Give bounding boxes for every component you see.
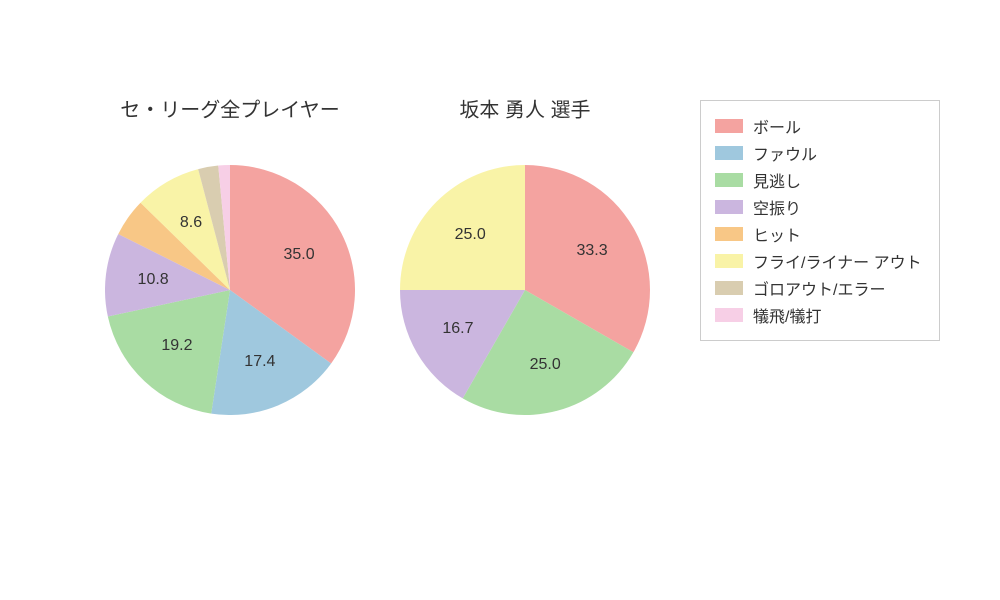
legend: ボールファウル見逃し空振りヒットフライ/ライナー アウトゴロアウト/エラー犠飛/… — [700, 100, 940, 341]
legend-label: ファウル — [753, 141, 817, 165]
legend-label: フライ/ライナー アウト — [753, 249, 922, 273]
pie-slice — [400, 165, 525, 290]
legend-item: ヒット — [715, 222, 925, 246]
legend-item: 見逃し — [715, 168, 925, 192]
legend-swatch — [715, 281, 743, 295]
legend-swatch — [715, 308, 743, 322]
legend-label: ボール — [753, 114, 801, 138]
legend-item: ファウル — [715, 141, 925, 165]
legend-item: フライ/ライナー アウト — [715, 249, 925, 273]
legend-label: ヒット — [753, 222, 801, 246]
legend-swatch — [715, 227, 743, 241]
pie-chart — [400, 165, 650, 415]
legend-item: ゴロアウト/エラー — [715, 276, 925, 300]
legend-item: ボール — [715, 114, 925, 138]
legend-item: 空振り — [715, 195, 925, 219]
legend-swatch — [715, 146, 743, 160]
chart-stage: セ・リーグ全プレイヤー35.017.419.210.88.6坂本 勇人 選手33… — [0, 0, 1000, 600]
chart-title: セ・リーグ全プレイヤー — [120, 94, 339, 123]
legend-item: 犠飛/犠打 — [715, 303, 925, 327]
legend-label: 見逃し — [753, 168, 801, 192]
chart-title: 坂本 勇人 選手 — [459, 94, 590, 123]
legend-label: ゴロアウト/エラー — [753, 276, 885, 300]
pie-chart — [105, 165, 355, 415]
legend-label: 空振り — [753, 195, 801, 219]
legend-swatch — [715, 119, 743, 133]
legend-swatch — [715, 200, 743, 214]
legend-swatch — [715, 173, 743, 187]
legend-swatch — [715, 254, 743, 268]
legend-label: 犠飛/犠打 — [753, 303, 821, 327]
